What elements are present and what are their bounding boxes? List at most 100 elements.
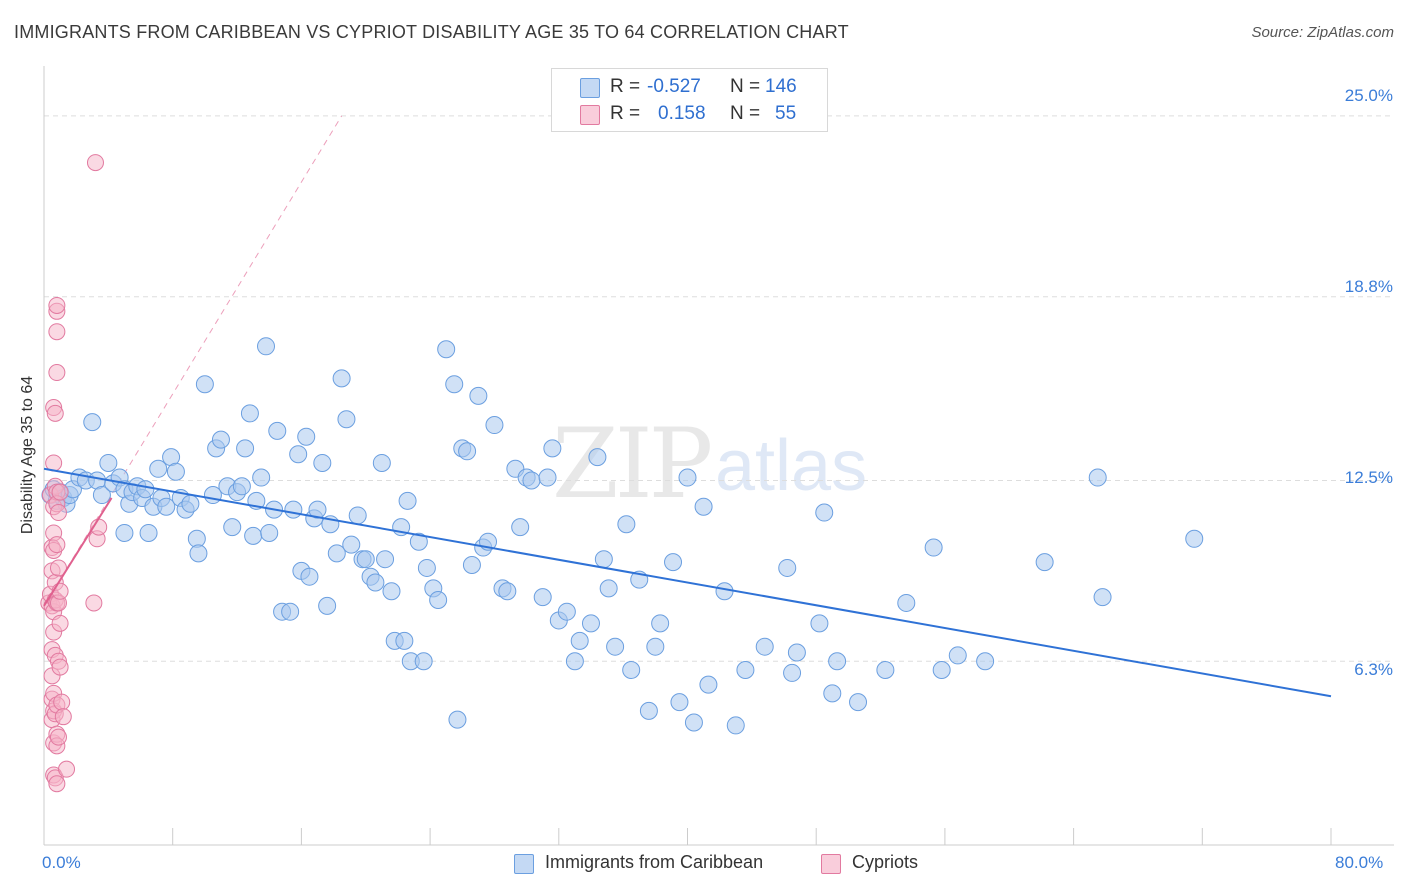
caribbean-point: [356, 550, 375, 569]
cypriots-point: [49, 504, 67, 522]
caribbean-point: [318, 596, 337, 615]
legend-r-label: R =: [610, 76, 641, 97]
caribbean-point: [823, 684, 842, 703]
caribbean-point: [783, 663, 802, 682]
cypriots-point: [48, 536, 66, 554]
caribbean-point: [646, 637, 665, 656]
caribbean-point: [458, 442, 477, 461]
caribbean-point: [570, 631, 589, 650]
legend-r-value: 0.158: [658, 103, 706, 124]
cypriots-point: [51, 483, 69, 501]
caribbean-point: [376, 550, 395, 569]
caribbean-trend-line: [43, 467, 1332, 698]
legend-r-label: R =: [610, 103, 641, 124]
legend-n-label: N =: [730, 76, 761, 97]
caribbean-point: [1088, 468, 1107, 487]
caribbean-point: [810, 614, 829, 633]
caribbean-point: [594, 550, 613, 569]
caribbean-point: [511, 518, 530, 537]
cypriots-point: [86, 154, 104, 172]
cypriots-point: [49, 728, 67, 746]
cypriots-point: [53, 693, 71, 711]
caribbean-point: [348, 506, 367, 525]
caribbean-point: [211, 430, 230, 449]
cypriots-point: [49, 559, 67, 577]
blue-swatch-icon: [514, 854, 534, 874]
caribbean-point: [244, 526, 263, 545]
source-label: Source: ZipAtlas.com: [1251, 24, 1394, 41]
caribbean-point: [223, 518, 242, 537]
caribbean-point: [736, 661, 755, 680]
caribbean-point: [414, 652, 433, 671]
caribbean-point: [778, 558, 797, 577]
series-name: Immigrants from Caribbean: [545, 852, 764, 872]
caribbean-point: [664, 553, 683, 572]
caribbean-point: [606, 637, 625, 656]
blue-swatch-icon: [580, 78, 600, 98]
caribbean-point: [398, 491, 417, 510]
caribbean-point: [268, 421, 287, 440]
caribbean-point: [284, 500, 303, 519]
series-name: Cypriots: [852, 852, 919, 872]
caribbean-point: [327, 544, 346, 563]
caribbean-point: [166, 462, 185, 481]
caribbean-point: [313, 453, 332, 472]
caribbean-point: [699, 675, 718, 694]
y-axis-label: Disability Age 35 to 64: [19, 375, 36, 535]
caribbean-point: [252, 468, 271, 487]
caribbean-point: [417, 558, 436, 577]
caribbean-point: [622, 661, 641, 680]
cypriots-point: [54, 708, 72, 726]
cypriots-trend-line: [43, 497, 113, 607]
caribbean-point: [300, 567, 319, 586]
caribbean-point: [684, 713, 703, 732]
caribbean-point: [462, 556, 481, 575]
caribbean-point: [195, 375, 214, 394]
caribbean-point: [670, 693, 689, 712]
caribbean-point: [726, 716, 745, 735]
caribbean-point: [236, 439, 255, 458]
cypriots-point: [58, 760, 76, 778]
watermark-atlas: atlas: [715, 426, 868, 506]
y-tick-label: 18.8%: [1344, 277, 1393, 296]
y-tick-label: 25.0%: [1344, 86, 1393, 105]
caribbean-point: [976, 652, 995, 671]
caribbean-point: [189, 544, 208, 563]
caribbean-point: [694, 497, 713, 516]
caribbean-point: [372, 453, 391, 472]
cypriots-trend-extension: [43, 115, 343, 607]
caribbean-point: [543, 439, 562, 458]
caribbean-point: [337, 410, 356, 429]
caribbean-point: [815, 503, 834, 522]
caribbean-point: [382, 582, 401, 601]
caribbean-point: [651, 614, 670, 633]
caribbean-point: [588, 448, 607, 467]
caribbean-point: [409, 532, 428, 551]
caribbean-point: [240, 404, 259, 423]
caribbean-point: [897, 593, 916, 612]
caribbean-point: [1035, 553, 1054, 572]
cypriots-point: [48, 364, 66, 382]
caribbean-point: [924, 538, 943, 557]
cypriots-point: [85, 594, 103, 612]
caribbean-point: [828, 652, 847, 671]
caribbean-point: [297, 427, 316, 446]
caribbean-point: [136, 480, 155, 499]
y-tick-label: 12.5%: [1344, 468, 1393, 487]
caribbean-point: [232, 477, 251, 496]
caribbean-point: [715, 582, 734, 601]
caribbean-point: [260, 523, 279, 542]
cypriots-point: [46, 404, 64, 422]
caribbean-point: [557, 602, 576, 621]
legend-n-label: N =: [730, 103, 761, 124]
caribbean-point: [599, 579, 618, 598]
x-tick-label: 80.0%: [1335, 853, 1384, 872]
cypriots-point: [51, 582, 69, 600]
caribbean-point: [115, 523, 134, 542]
caribbean-point: [1093, 588, 1112, 607]
caribbean-point: [849, 693, 868, 712]
caribbean-point: [83, 413, 102, 432]
caribbean-point: [157, 497, 176, 516]
legend-r-value: -0.527: [647, 76, 701, 97]
caribbean-point: [366, 573, 385, 592]
